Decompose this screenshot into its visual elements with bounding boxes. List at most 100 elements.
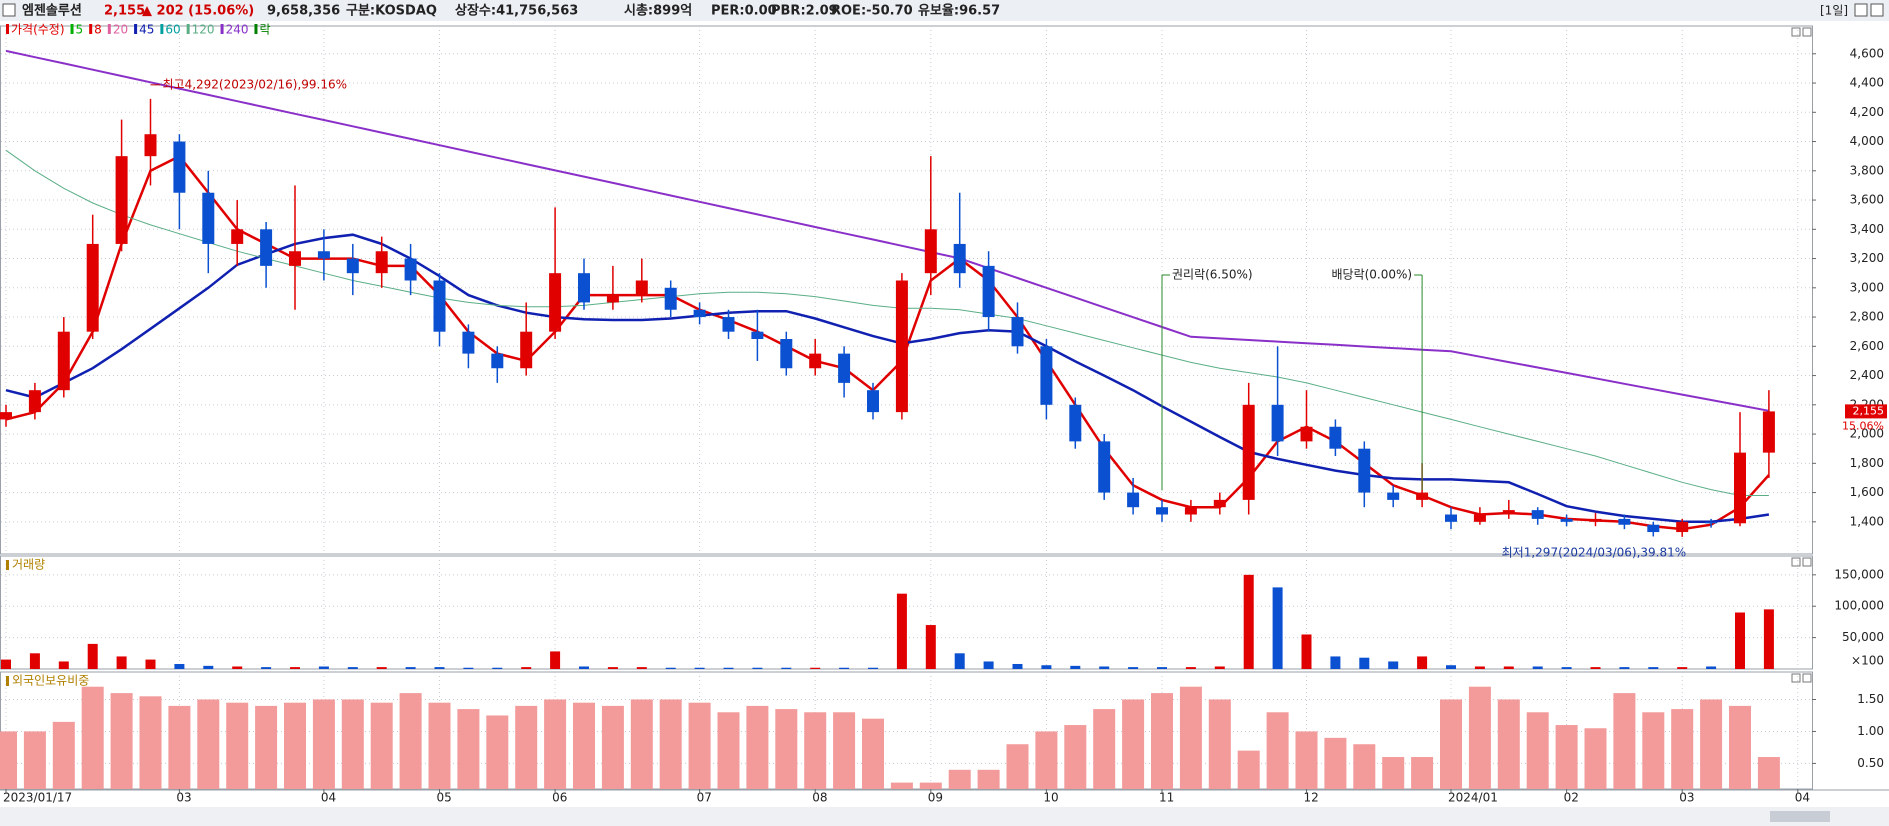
restore-button[interactable]: [1854, 3, 1868, 17]
y-tick-label: 4,000: [1850, 134, 1884, 148]
bar: [463, 667, 474, 669]
bar: [1382, 757, 1405, 789]
candle-body: [1358, 448, 1371, 493]
scrollbar[interactable]: [0, 807, 1889, 826]
ma-line: [5, 149, 1769, 496]
bar: [1266, 712, 1289, 789]
bar: [81, 686, 104, 789]
candle-body: [1242, 404, 1255, 500]
y-tick-label: 0.50: [1857, 756, 1884, 770]
bar: [290, 667, 300, 669]
legend-swatch: [254, 24, 258, 34]
bar: [550, 651, 561, 669]
checkbox[interactable]: [2, 3, 16, 17]
candle-body: [404, 258, 417, 281]
y-tick-label: 3,800: [1850, 163, 1884, 177]
bar: [746, 705, 769, 789]
candle-body: [433, 280, 446, 332]
candle-body: [1127, 492, 1140, 508]
candle-body: [1329, 426, 1342, 449]
bar: [925, 625, 936, 669]
bar: [1735, 612, 1745, 669]
bar: [347, 667, 358, 669]
scroll-thumb[interactable]: [1770, 811, 1830, 822]
bar: [579, 666, 589, 669]
bar: [1012, 663, 1023, 669]
annotation: 최고4,292(2023/02/16),99.16%: [163, 77, 348, 91]
bar: [284, 702, 306, 789]
y-tick-label: 3,000: [1850, 280, 1884, 294]
candle-body: [144, 134, 157, 157]
legend-label: 5: [76, 23, 84, 37]
candle-body: [375, 251, 388, 274]
bar: [370, 702, 393, 789]
bar: [486, 715, 509, 789]
candle-body: [606, 295, 619, 303]
ma-line: [5, 233, 1770, 524]
y-tick-label: 2,800: [1850, 310, 1884, 324]
bar: [1151, 693, 1173, 789]
candle-body: [462, 331, 475, 354]
bar: [376, 667, 387, 669]
bar: [1584, 728, 1607, 789]
bar: [890, 782, 913, 789]
x-tick-label: 07: [697, 791, 712, 805]
x-tick-label: 2023/01/17: [3, 791, 72, 805]
panel-title-swatch: [6, 560, 9, 570]
legend-label: 8: [94, 23, 102, 37]
candle-body: [780, 338, 793, 369]
candle-body: [1531, 510, 1544, 519]
legend-label: 60: [165, 23, 180, 37]
bar: [1671, 709, 1694, 789]
candle-body: [635, 280, 648, 296]
bar: [1353, 744, 1376, 789]
bar: [665, 667, 676, 669]
candle-body: [317, 251, 330, 259]
panel-button: [1791, 557, 1801, 567]
bar: [515, 705, 538, 789]
bar: [601, 705, 624, 789]
close-button[interactable]: [1870, 3, 1884, 17]
x-tick-label: 12: [1304, 791, 1319, 805]
legend-swatch: [220, 24, 224, 34]
bar: [29, 653, 40, 669]
candle-body: [1560, 518, 1573, 522]
bar: [1237, 750, 1260, 789]
period-button[interactable]: [1일]: [1820, 4, 1848, 18]
candle-body: [491, 353, 504, 369]
y-tick-label: 100,000: [1834, 599, 1884, 613]
x-tick-label: 05: [437, 791, 452, 805]
change-tag: 15.06%: [1842, 419, 1884, 432]
bar: [1757, 757, 1780, 789]
candle-body: [1502, 510, 1515, 515]
legend-label: 가격(수정): [11, 23, 65, 37]
bar: [434, 667, 445, 669]
legend-label: 20: [113, 23, 128, 37]
bar: [723, 667, 734, 669]
bar: [341, 699, 364, 789]
candle-body: [953, 243, 966, 274]
bar: [630, 699, 653, 789]
legend-label: 120: [192, 23, 215, 37]
panel-button: [1802, 673, 1812, 683]
bar: [659, 699, 682, 789]
y-tick-label: 3,200: [1850, 251, 1884, 265]
volume: 9,658,356: [267, 4, 340, 19]
candle-body: [86, 243, 99, 332]
bar: [52, 721, 75, 789]
bar: [688, 702, 711, 789]
panel-title-swatch: [6, 676, 9, 686]
bar: [954, 653, 965, 669]
y-tick-label: 4,600: [1850, 46, 1884, 60]
price-tag-box: [1845, 404, 1887, 419]
reserve-ratio: 유보율:96.57: [918, 3, 1000, 19]
candle-body: [1069, 404, 1082, 442]
candle-body: [1156, 507, 1168, 515]
legend-swatch: [160, 24, 164, 34]
bar: [1648, 667, 1659, 669]
candle-body: [115, 156, 128, 244]
legend-swatch: [89, 24, 93, 34]
candle-body: [173, 141, 186, 193]
candle-body: [809, 353, 822, 369]
